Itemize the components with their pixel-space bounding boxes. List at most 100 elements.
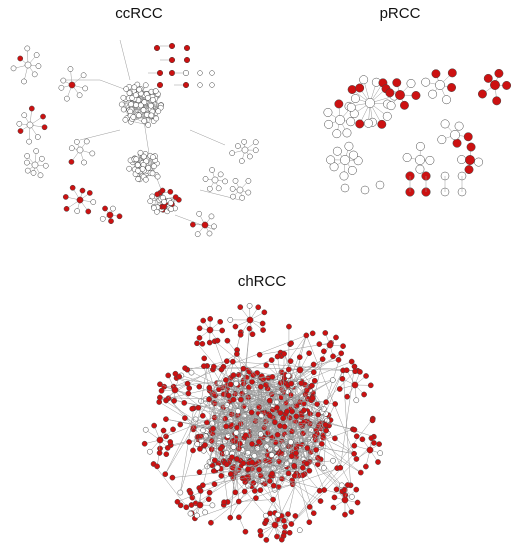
highlighted-node [172,194,179,200]
network-edge [198,407,274,500]
highlighted-node [344,482,351,488]
plain-node [155,108,162,115]
highlighted-node [159,187,166,194]
plain-node [126,165,133,172]
highlighted-node [224,337,231,344]
plain-node [233,380,239,387]
highlighted-node [163,397,169,404]
highlighted-node [163,451,170,458]
highlighted-node [17,55,24,62]
highlighted-node [338,350,345,357]
highlighted-node [205,496,212,503]
highlighted-node [288,380,295,387]
highlighted-node [353,433,360,440]
highlighted-node [280,415,287,422]
highlighted-node [274,533,280,540]
highlighted-node [341,496,349,504]
highlighted-node [183,44,191,52]
highlighted-node [291,462,297,469]
plain-node [141,99,148,106]
plain-node [235,143,241,149]
network-edge [187,369,355,454]
highlighted-node [281,423,288,430]
highlighted-node [235,498,242,505]
highlighted-node [314,461,321,468]
highlighted-node [172,370,179,377]
highlighted-node [287,358,294,364]
network-edge [273,447,308,486]
highlighted-node [353,486,360,493]
plain-node [149,170,156,177]
plain-node [202,176,209,182]
plain-node [90,199,97,205]
plain-node [346,102,356,112]
plain-node [296,527,303,534]
highlighted-node [274,353,281,360]
highlighted-node [259,320,266,327]
highlighted-node [385,88,395,98]
highlighted-node [210,425,216,432]
highlighted-node [171,398,177,404]
highlighted-node [261,309,268,316]
highlighted-node [314,401,320,407]
highlighted-node [156,450,163,456]
plain-node [110,205,116,212]
highlighted-node [211,457,218,464]
highlighted-node [218,366,225,373]
highlighted-node [348,358,355,365]
plain-node [154,173,161,180]
highlighted-node [310,510,317,517]
network-edge [206,365,234,448]
plain-node [142,82,149,89]
highlighted-node [63,205,70,212]
plain-node [442,95,451,105]
highlighted-node [337,464,344,471]
plain-node [206,230,213,237]
highlighted-node [277,423,283,429]
highlighted-node [190,221,196,228]
network-edge [284,426,361,473]
plain-node [153,115,160,122]
highlighted-node [219,327,226,334]
highlighted-node [270,482,277,489]
highlighted-node [214,337,221,344]
plain-node [145,165,152,171]
highlighted-node [157,394,163,401]
highlighted-node [332,435,338,442]
plain-node [454,121,464,131]
plain-node [365,98,375,108]
highlighted-node [198,433,204,440]
network-edge [168,398,225,463]
highlighted-node [238,396,244,403]
network-edge [231,389,282,392]
highlighted-node [322,330,329,336]
panel-title-ccrcc: ccRCC [115,5,163,22]
highlighted-node [351,363,358,370]
highlighted-node [210,468,217,474]
highlighted-node [272,419,278,426]
highlighted-node [369,417,376,424]
plain-node [233,429,240,436]
highlighted-node [69,184,76,191]
highlighted-node [202,442,208,448]
plain-node [197,82,203,88]
highlighted-node [317,498,324,504]
plain-node [415,164,425,174]
highlighted-node [141,440,148,447]
highlighted-node [223,423,229,430]
plain-node [152,88,159,95]
plain-node [209,502,216,509]
network-edge [271,407,278,456]
network-edge [211,429,312,450]
highlighted-node [234,456,240,462]
plain-node [142,176,149,183]
plain-node [82,85,89,92]
highlighted-node [344,393,350,400]
highlighted-node [284,408,290,415]
plain-node [150,154,156,160]
plain-node [386,101,396,111]
plain-node [349,493,355,500]
network-edge [294,383,299,476]
plain-node [335,115,345,125]
plain-node [147,198,154,205]
